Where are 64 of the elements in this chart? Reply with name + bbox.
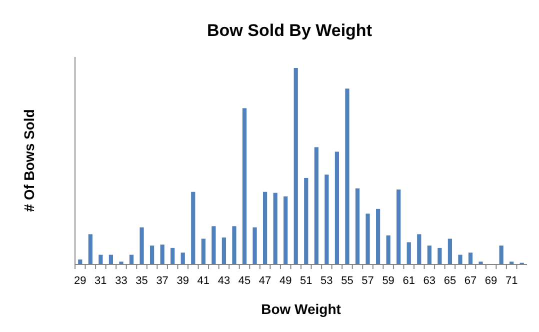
bar	[78, 259, 82, 264]
bar	[376, 208, 380, 264]
bar	[232, 226, 236, 264]
bar	[366, 214, 370, 264]
bar	[273, 192, 278, 264]
bar	[88, 234, 92, 264]
x-tick-label: 71	[505, 275, 518, 287]
bar	[314, 147, 318, 264]
bar	[294, 68, 298, 264]
bar	[108, 254, 114, 264]
bar	[98, 254, 103, 264]
bar	[304, 178, 308, 264]
x-tick-label: 45	[238, 275, 251, 287]
bar	[170, 248, 175, 264]
chart-title: Bow Sold By Weight	[207, 21, 372, 40]
x-tick-label: 37	[156, 275, 168, 287]
bar	[334, 152, 340, 264]
x-tick-label: 55	[341, 275, 354, 287]
bar	[252, 227, 257, 264]
bar	[396, 190, 401, 264]
x-tick-label: 43	[218, 275, 230, 287]
bar	[242, 108, 247, 264]
x-tick-label: 33	[115, 275, 128, 287]
bar	[222, 238, 226, 264]
bar	[427, 246, 432, 264]
bar	[180, 252, 185, 264]
x-tick-label: 67	[464, 275, 477, 287]
y-axis-title: # Of Bows Sold	[21, 109, 37, 212]
bar	[386, 235, 390, 264]
bar	[212, 226, 216, 264]
bar	[417, 234, 422, 264]
bar	[201, 238, 206, 264]
x-tick-label: 29	[74, 275, 86, 287]
x-tick-label: 57	[362, 275, 374, 287]
bar	[499, 246, 504, 264]
bar	[160, 244, 164, 264]
bar	[262, 192, 268, 264]
bar	[150, 246, 154, 264]
x-axis-title: Bow Weight	[261, 301, 342, 317]
bar	[345, 88, 350, 264]
x-tick-label: 63	[423, 275, 436, 287]
bar	[129, 254, 134, 264]
x-tick-label: 51	[300, 275, 312, 287]
bar	[355, 188, 360, 264]
bar	[468, 252, 473, 264]
bar	[458, 254, 462, 264]
x-tick-label: 35	[136, 275, 148, 287]
x-tick-label: 41	[197, 275, 210, 287]
bar	[284, 196, 288, 264]
x-tick-label: 65	[444, 275, 456, 287]
x-tick-label: 53	[320, 275, 333, 287]
bar	[406, 242, 411, 264]
bar	[191, 192, 196, 264]
x-tick-label: 47	[258, 275, 272, 287]
x-tick-label: 31	[94, 275, 107, 287]
x-tick-label: 61	[402, 275, 415, 287]
x-tick-label: 59	[382, 275, 394, 287]
bar	[140, 227, 144, 264]
bar	[438, 248, 442, 264]
x-tick-label: 69	[484, 275, 498, 287]
bar	[324, 174, 329, 264]
x-tick-label: 39	[176, 275, 189, 287]
bar	[448, 238, 452, 264]
x-tick-label: 49	[279, 275, 292, 287]
